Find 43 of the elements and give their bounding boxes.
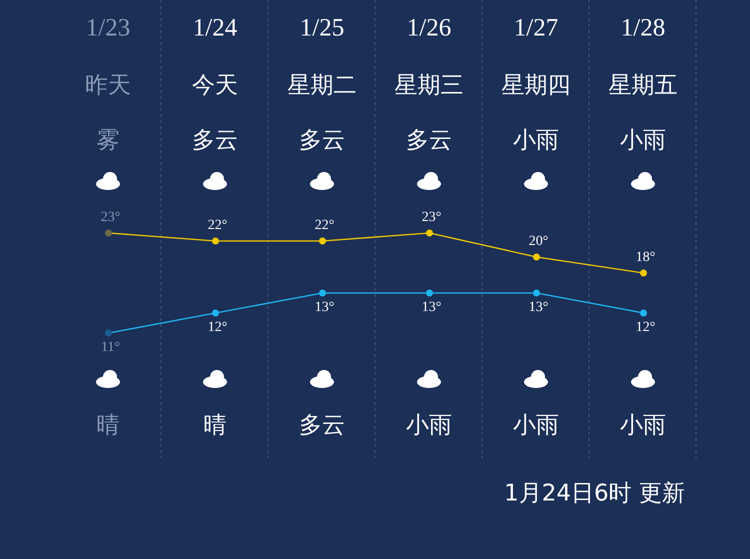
text: 小雨 [620,127,666,154]
text: 昨天 [85,72,131,98]
data-label: 12° [208,320,228,336]
data-label: 22° [208,218,228,234]
data-label: 13° [528,300,548,316]
text: 小雨 [620,412,666,438]
data-label: 18° [636,250,656,266]
text: 星期五 [608,72,678,98]
text: 多云 [406,127,452,154]
point [533,254,540,260]
x-tick-label: 1/28 [620,14,666,42]
x-tick-label: 1/23 [86,14,130,42]
text: 小雨 [406,412,452,438]
data-label: 22° [314,218,334,234]
data-label: 23° [100,210,120,226]
text: 小雨 [513,127,559,154]
text: 星期四 [502,72,570,98]
point [640,270,647,276]
point [212,238,219,244]
text: 晴 [204,412,226,438]
text: 星期二 [288,72,356,98]
text: 晴 [96,412,120,438]
point [426,230,433,236]
data-label: 13° [422,300,442,316]
point [105,230,112,236]
x-tick-label: 1/27 [514,14,558,42]
data-label: 12° [636,320,656,336]
text: 小雨 [513,412,559,438]
x-tick-label: 1/24 [192,14,238,42]
text: 多云 [299,127,345,154]
data-label: 13° [314,300,334,316]
text: 雾 [96,127,120,154]
text: 多云 [299,412,345,438]
x-tick-label: 1/25 [300,14,344,42]
point [319,238,326,244]
text: 多云 [192,127,238,154]
text: 1月24日6时 更新 [504,480,685,506]
data-label: 23° [422,210,442,226]
x-tick-label: 1/26 [406,14,452,42]
data-label: 20° [528,234,548,250]
data-label: 11° [100,340,120,356]
text: 星期三 [394,72,464,98]
text: 今天 [192,72,238,98]
